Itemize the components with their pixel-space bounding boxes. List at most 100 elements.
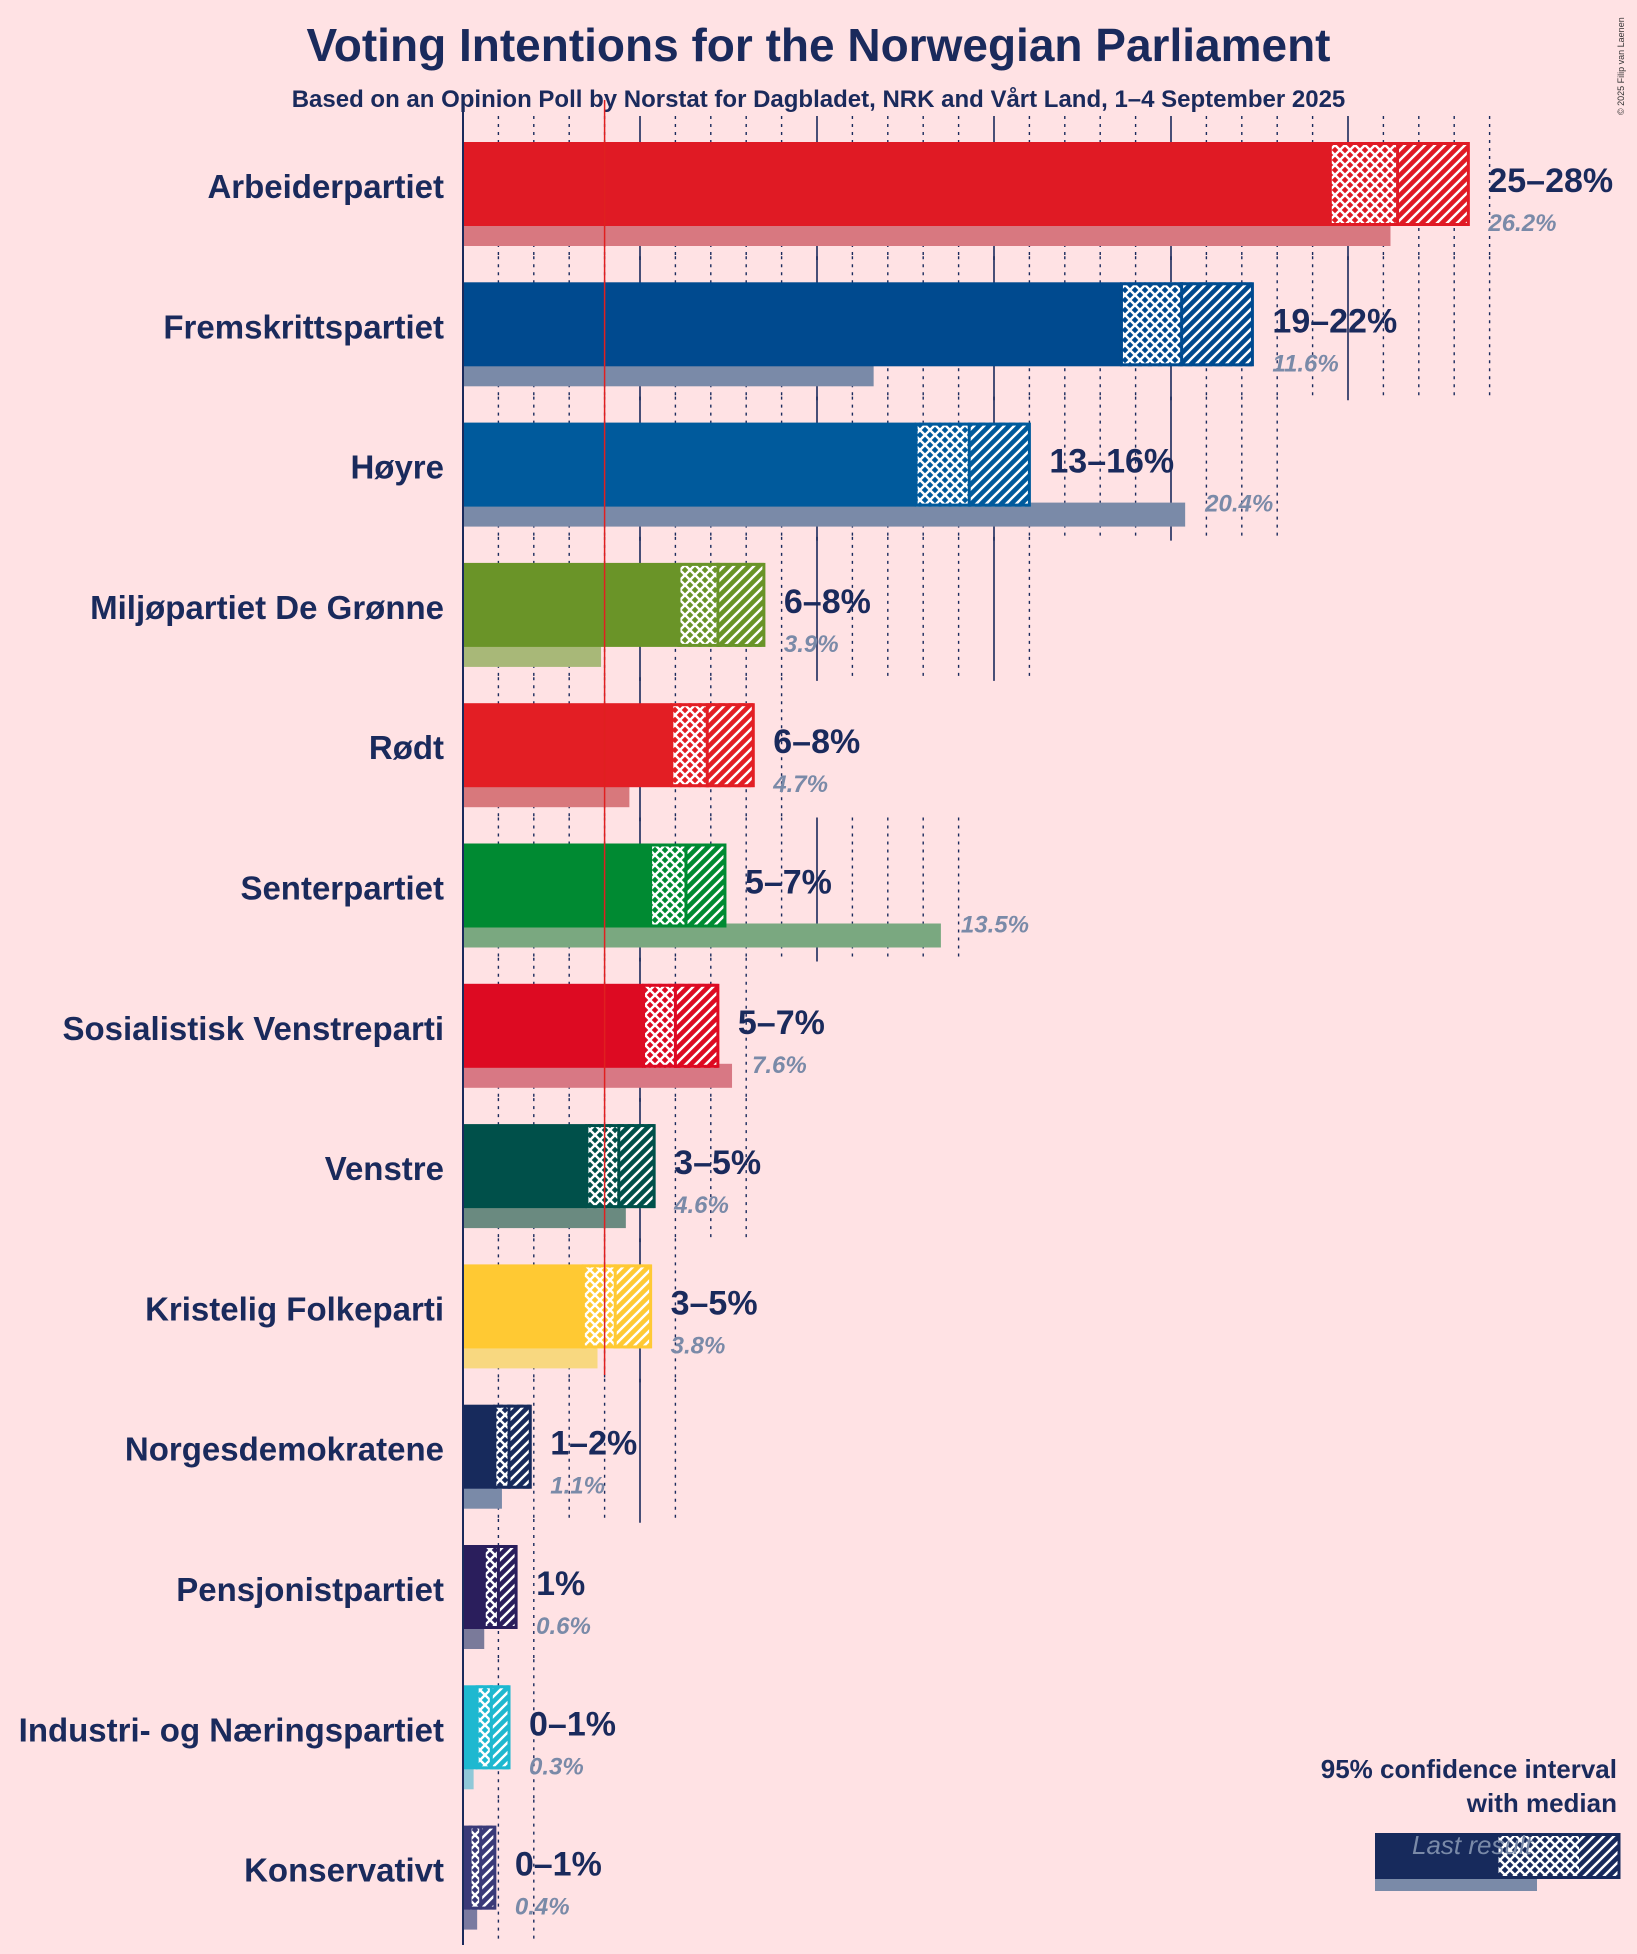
last-result-label: 0.4%: [515, 1894, 570, 1921]
range-label: 13–16%: [1049, 443, 1174, 481]
bar-solid: [463, 703, 672, 788]
party-row: Pensjonistpartiet 1% 0.6%: [176, 1545, 591, 1649]
ci-outline: [1119, 282, 1254, 367]
range-label: 3–5%: [671, 1284, 758, 1322]
range-label: 5–7%: [745, 864, 832, 902]
last-result-label: 4.6%: [673, 1192, 729, 1219]
legend-solid-bar: [1375, 1833, 1497, 1879]
party-row: Venstre 3–5% 4.6%: [325, 1124, 761, 1229]
party-label: Pensjonistpartiet: [176, 1571, 444, 1608]
ci-upper-pattern: [1397, 142, 1469, 226]
last-result-label: 20.4%: [1204, 491, 1273, 518]
ci-outline: [914, 422, 1031, 507]
last-result-label: 7.6%: [752, 1052, 807, 1079]
chart-subtitle: Based on an Opinion Poll by Norstat for …: [291, 86, 1346, 113]
range-label: 0–1%: [515, 1846, 602, 1884]
bar-solid: [463, 422, 917, 507]
party-label: Norgesdemokratene: [125, 1431, 444, 1468]
ci-outline: [649, 843, 727, 928]
bar-solid: [463, 1124, 587, 1209]
range-label: 6–8%: [784, 583, 871, 621]
party-row: Sosialistisk Venstreparti 5–7% 7.6%: [62, 983, 825, 1088]
bar-solid: [463, 983, 644, 1068]
legend-last-result-label: Last result: [1412, 1830, 1532, 1860]
party-row: Konservativt 0–1% 0.4%: [244, 1825, 602, 1930]
ci-upper-pattern: [675, 983, 718, 1068]
legend-graphic: [1375, 1833, 1621, 1891]
last-result-label: 4.7%: [772, 771, 828, 798]
range-label: 3–5%: [674, 1144, 761, 1182]
party-label: Høyre: [350, 449, 444, 486]
party-row: Miljøpartiet De Grønne 6–8% 3.9%: [90, 562, 871, 667]
ci-upper-pattern: [969, 422, 1030, 507]
ci-upper-pattern: [491, 1685, 510, 1770]
legend-title-line2: with median: [1466, 1788, 1617, 1818]
last-result-label: 0.6%: [536, 1613, 591, 1640]
last-result-bar: [463, 1765, 474, 1790]
party-row: Høyre 13–16% 20.4%: [350, 422, 1273, 527]
last-result-label: 3.9%: [784, 631, 839, 658]
legend-title-line1: 95% confidence interval: [1320, 1754, 1617, 1784]
last-result-bar: [463, 502, 1186, 527]
last-result-label: 0.3%: [529, 1753, 584, 1780]
party-row: Senterpartiet 5–7% 13.5%: [240, 843, 1029, 948]
ci-lower-pattern: [678, 562, 718, 647]
bar-solid: [463, 282, 1122, 367]
bar-solid: [463, 1685, 478, 1770]
party-row: Arbeiderpartiet 25–28% 26.2%: [207, 142, 1613, 246]
ci-upper-pattern: [615, 1264, 651, 1349]
bar-solid: [463, 843, 651, 928]
party-label: Rødt: [369, 729, 444, 766]
bar-solid: [463, 1404, 495, 1489]
ci-lower-pattern: [643, 983, 676, 1068]
ci-outline: [1328, 142, 1470, 226]
bar-solid: [463, 1545, 485, 1629]
last-result-label: 26.2%: [1487, 210, 1556, 237]
ci-outline: [581, 1264, 653, 1349]
legend-title: 95% confidence interval with median: [1217, 1752, 1617, 1820]
range-label: 0–1%: [529, 1705, 616, 1743]
plot-area: Arbeiderpartiet 25–28% 26.2% Fremskrittspar…: [19, 100, 1613, 1945]
party-row: Rødt 6–8% 4.7%: [369, 703, 860, 808]
ci-upper-pattern: [686, 843, 725, 928]
party-label: Miljøpartiet De Grønne: [90, 589, 444, 626]
party-row: Fremskrittspartiet 19–22% 11.6%: [163, 282, 1397, 387]
ci-lower-pattern: [484, 1545, 499, 1629]
party-label: Senterpartiet: [240, 870, 444, 907]
range-label: 5–7%: [738, 1004, 825, 1042]
chart-title: Voting Intentions for the Norwegian Parl…: [306, 19, 1331, 71]
ci-outline: [670, 703, 755, 788]
ci-outline: [585, 1124, 656, 1209]
range-label: 6–8%: [773, 723, 860, 761]
bar-solid: [463, 142, 1331, 226]
party-label: Industri- og Næringspartiet: [19, 1711, 444, 1748]
ci-upper-pattern: [618, 1124, 655, 1209]
ci-lower-pattern: [494, 1404, 510, 1489]
ci-outline: [475, 1685, 511, 1770]
last-result-label: 3.8%: [671, 1332, 726, 1359]
legend-ci-lower-pattern: [1497, 1833, 1579, 1879]
ci-lower-pattern: [671, 703, 708, 788]
ci-outline: [677, 562, 766, 647]
legend-ci-outline: [1495, 1833, 1621, 1879]
ci-outline: [493, 1404, 532, 1489]
party-label: Fremskrittspartiet: [163, 308, 444, 345]
legend-ci-upper-pattern: [1579, 1833, 1619, 1879]
bar-solid: [463, 1825, 471, 1910]
last-result-bar: [463, 1625, 485, 1649]
ci-upper-pattern: [509, 1404, 531, 1489]
ci-lower-pattern: [1330, 142, 1398, 226]
range-label: 19–22%: [1272, 302, 1397, 340]
party-label: Konservativt: [244, 1852, 444, 1889]
last-result-label: 13.5%: [961, 912, 1029, 939]
last-result-bar: [463, 1905, 478, 1930]
party-row: Kristelig Folkeparti 3–5% 3.8%: [145, 1264, 758, 1369]
ci-upper-pattern: [1181, 282, 1253, 367]
range-label: 1–2%: [550, 1425, 637, 1463]
party-label: Arbeiderpartiet: [207, 168, 444, 205]
bar-solid: [463, 562, 679, 647]
range-label: 25–28%: [1488, 162, 1613, 200]
ci-lower-pattern: [916, 422, 970, 507]
party-row: Industri- og Næringspartiet 0–1% 0.3%: [19, 1685, 616, 1790]
